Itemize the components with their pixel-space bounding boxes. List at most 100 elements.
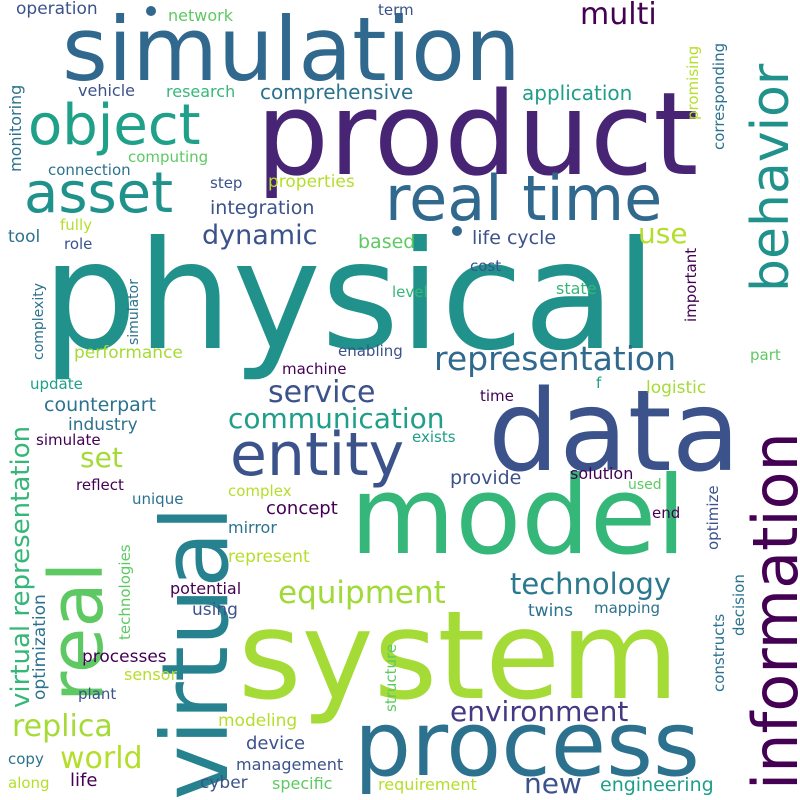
word-model: model [350, 454, 687, 579]
word-information: information [739, 432, 800, 790]
word-time: time [480, 387, 514, 405]
word-mirror: mirror [228, 518, 277, 537]
word-integration: integration [210, 197, 315, 219]
word-management: management [236, 755, 344, 774]
word-cost: cost [470, 257, 502, 275]
word-processes: processes [82, 647, 167, 667]
word-optimize: optimize [704, 485, 722, 550]
word-multi: multi [580, 0, 657, 32]
word-corresponding: corresponding [710, 42, 728, 150]
word-network: network [168, 6, 233, 25]
word-service: service [268, 375, 376, 410]
word-constructs: constructs [710, 613, 728, 692]
word-comprehensive: comprehensive [260, 80, 414, 104]
word-representation: representation [434, 339, 677, 378]
word-environment: environment [450, 695, 629, 728]
word-plant: plant [78, 685, 117, 703]
word-object: object [28, 93, 201, 158]
word-properties: properties [268, 172, 355, 192]
word-counterpart: counterpart [44, 394, 157, 416]
word-twins: twins [528, 601, 573, 621]
word-cyber: cyber [200, 773, 248, 793]
word-modeling: modeling [218, 711, 298, 731]
word-structure: structure [382, 643, 400, 712]
word-part: part [750, 346, 781, 364]
word-performance: performance [74, 343, 183, 363]
word-f: f [596, 374, 602, 392]
word-used: used [628, 477, 662, 493]
word-along: along [8, 774, 50, 792]
word-operation: operation [16, 0, 98, 19]
word-tool: tool [8, 227, 41, 247]
word-simulator: simulator [126, 279, 142, 345]
word-product: product [256, 68, 699, 202]
word-complexity: complexity [31, 283, 47, 360]
word-state: state [556, 279, 597, 298]
word-fully: fully [60, 216, 92, 234]
word-world: world [60, 741, 143, 776]
word-dynamic: dynamic [202, 220, 318, 251]
word-requirement: requirement [378, 775, 477, 794]
word-important: important [682, 247, 700, 322]
word-communication: communication [228, 402, 445, 435]
word-decision: decision [730, 574, 748, 636]
word-life: life [70, 770, 98, 791]
word-data: data [488, 367, 741, 497]
word-optimization: optimization [30, 594, 50, 700]
word-new: new [524, 767, 582, 800]
dot-mark [452, 226, 462, 236]
word-real: real [34, 561, 120, 702]
word-update: update [30, 375, 83, 393]
word-complex: complex [228, 482, 292, 500]
word-using: using [192, 600, 238, 620]
word-behavior: behavior [741, 63, 800, 292]
word-engineering: engineering [600, 774, 714, 796]
dot-mark [146, 6, 156, 16]
word-exists: exists [412, 428, 456, 446]
word-entity: entity [230, 420, 405, 490]
word-machine: machine [282, 360, 347, 378]
word-promising: promising [684, 45, 702, 120]
word-replica: replica [12, 709, 113, 744]
word-equipment: equipment [278, 575, 446, 611]
word-unique: unique [132, 490, 184, 508]
word-simulate: simulate [36, 431, 101, 449]
word-reflect: reflect [76, 476, 124, 494]
word-based: based [358, 231, 416, 253]
word-device: device [246, 733, 306, 754]
word-vehicle: vehicle [78, 81, 135, 100]
word-system: system [238, 585, 680, 727]
word-role: role [64, 235, 93, 253]
word-physical: physical [42, 210, 657, 384]
word-asset: asset [24, 161, 174, 226]
word-industry: industry [68, 415, 138, 435]
word-enabling: enabling [338, 342, 403, 360]
word-life-cycle: life cycle [472, 227, 557, 249]
word-technologies: technologies [116, 544, 134, 640]
word-mapping: mapping [594, 599, 661, 617]
word-application: application [522, 81, 633, 105]
word-logistic: logistic [646, 378, 707, 398]
word-sensor: sensor [124, 665, 178, 684]
word-concept: concept [266, 498, 338, 519]
word-monitoring: monitoring [6, 84, 25, 172]
word-research: research [166, 82, 236, 101]
word-step: step [210, 174, 243, 192]
word-computing: computing [128, 148, 209, 166]
word-represent: represent [228, 547, 310, 567]
word-potential: potential [170, 579, 242, 598]
word-copy: copy [8, 750, 44, 768]
word-process: process [354, 692, 700, 797]
word-use: use [638, 217, 688, 250]
word-connection: connection [48, 161, 131, 179]
word-end: end [652, 504, 681, 522]
word-specific: specific [272, 774, 333, 793]
word-simulation: simulation [62, 0, 521, 101]
word-technology: technology [510, 567, 672, 601]
word-solution: solution [570, 464, 634, 483]
word-level: level [392, 283, 428, 301]
word-real-time: real time [385, 162, 663, 235]
word-provide: provide [450, 467, 522, 489]
word-set: set [80, 441, 123, 474]
